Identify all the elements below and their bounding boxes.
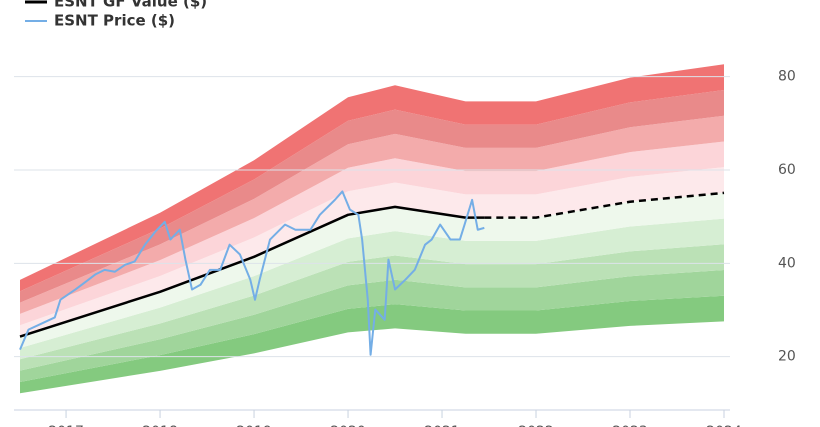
grid [14, 76, 730, 358]
valuation-band [20, 115, 724, 314]
y-tick-label: 40 [778, 255, 796, 271]
valuation-band [20, 64, 724, 292]
valuation-band [20, 90, 724, 303]
legend-label: ESNT GF Value ($) [54, 0, 207, 11]
legend-label: ESNT Price ($) [54, 12, 175, 30]
x-tick-label: 2020 [330, 424, 366, 427]
y-tick-label: 20 [778, 349, 796, 365]
x-tick-label: 2021 [424, 424, 460, 427]
x-tick-label: 2023 [612, 424, 648, 427]
valuation-band [20, 192, 724, 348]
x-tick-label: 2018 [142, 424, 178, 427]
valuation-band [20, 244, 724, 371]
gf-value-line [484, 191, 725, 219]
axes: 20 40 60 80 2017 2018 2019 2020 2021 2022 2023 2024 [14, 69, 796, 427]
y-tick-label: 60 [778, 162, 796, 178]
x-tick-label: 2022 [518, 424, 554, 427]
legend: ESNT GF Value ($)ESNT Price ($) [25, 0, 207, 30]
bands [20, 64, 724, 394]
valuation-band [20, 218, 724, 360]
price-line [19, 190, 485, 356]
valuation-band [20, 295, 724, 394]
x-tick-label: 2019 [236, 424, 272, 427]
lines [19, 190, 725, 356]
valuation-band [20, 270, 724, 382]
valuation-band [20, 167, 724, 337]
y-tick-label: 80 [778, 69, 796, 85]
x-tick-label: 2017 [48, 424, 84, 427]
gf-value-line [19, 205, 485, 338]
x-tick-label: 2024 [706, 424, 742, 427]
valuation-band [20, 141, 724, 326]
